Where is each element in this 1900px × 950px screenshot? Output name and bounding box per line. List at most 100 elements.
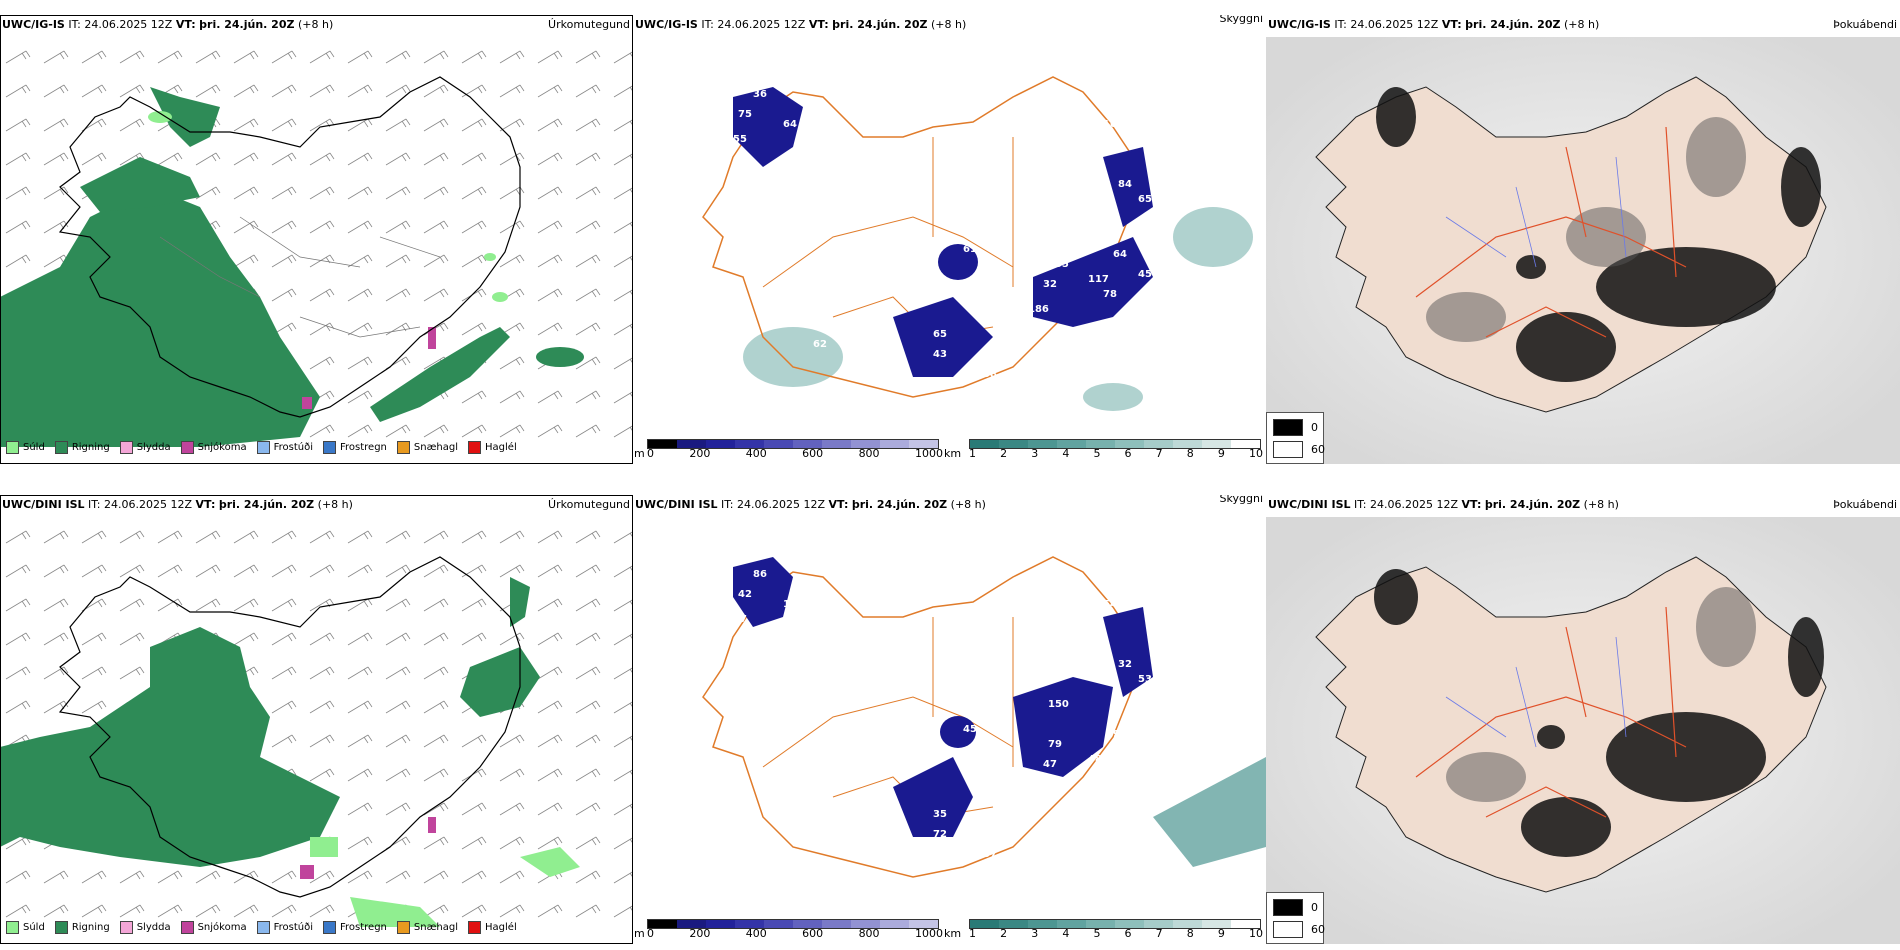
panel-title: Skyggni (1219, 495, 1263, 505)
vt-label: VT: (195, 498, 216, 511)
panel-title: Úrkomutegund (548, 18, 630, 31)
height-scale-tick-label: 600 (802, 927, 824, 940)
height-scale-tick-label: 0 (647, 927, 654, 940)
ceiling-label: 75 (738, 109, 752, 120)
fog-swatch-0 (1273, 899, 1303, 916)
vt-value: þri. 24.jún. 20Z (218, 498, 315, 511)
visibility-scale-color-step (1115, 920, 1144, 928)
panel-title: Þokuábendi (1833, 498, 1897, 511)
panel-header: UWC/IG-IS IT: 24.06.2025 12Z VT: þri. 24… (1266, 15, 1900, 35)
ceiling-label: 102 (1103, 119, 1124, 130)
precip-map (0, 517, 633, 927)
precip-legend: Súld Rigning Slydda Snjókoma Frostúði Frostre… (6, 918, 517, 936)
ceiling-label: 71 (978, 694, 992, 705)
cloud-panel-bottom: UWC/DINI ISL IT: 24.06.2025 12Z VT: þri.… (633, 495, 1266, 944)
ceiling-label: 150 (1048, 699, 1069, 710)
ceiling-label: 78 (1103, 289, 1117, 300)
fog-swatch-60 (1273, 441, 1303, 458)
height-scale-tick-label: 0 (647, 447, 654, 460)
visibility-area (1153, 757, 1266, 867)
fog-legend: 0 60 (1266, 892, 1325, 944)
ceiling-label: 90 (1113, 729, 1127, 740)
ceiling-label: 46 (823, 839, 837, 850)
fog-moderate-area (1446, 587, 1756, 802)
height-scale-tick-label: 800 (858, 927, 880, 940)
height-scale-tick-label: 800 (858, 447, 880, 460)
fog-legend-label: 0 (1311, 421, 1318, 434)
visibility-unit: km (944, 927, 962, 940)
legend-item: Súld (6, 440, 45, 454)
height-scale: m 0 200 400 600 800 1000 (633, 917, 943, 941)
model-name: UWC/IG-IS (1268, 18, 1331, 31)
ceiling-label: 54 (1103, 599, 1117, 610)
height-scale-color-step (648, 440, 677, 448)
ceiling-label: 62 (813, 339, 827, 350)
visibility-scale-tick-label: 10 (1248, 927, 1263, 940)
ceiling-label: 35 (903, 864, 917, 875)
vt-value: þri. 24.jún. 20Z (199, 18, 295, 31)
ceiling-label: 105 (1048, 259, 1069, 270)
visibility-scale-color-step (999, 920, 1028, 928)
fog-legend-label: 60 (1311, 443, 1325, 456)
height-scale-color-step (648, 920, 677, 928)
legend-label: Frostúði (273, 441, 313, 453)
visibility-scale-color-step (1057, 440, 1086, 448)
ceiling-label: 58 (813, 819, 827, 830)
legend-swatch (54, 920, 68, 934)
snow-area (300, 817, 436, 879)
height-scale-color-step (793, 920, 822, 928)
legend-item: Slydda (119, 920, 171, 934)
ceiling-label: 74 (1048, 219, 1062, 230)
vt-value: þri. 24.jún. 20Z (1465, 18, 1561, 31)
ceiling-label: 128 (978, 214, 999, 225)
visibility-scale-tick-label: 4 (1062, 927, 1070, 940)
ceiling-label: 72 (933, 829, 947, 840)
it-value: 24.06.2025 12Z (737, 498, 826, 511)
visibility-scale-tick-label: 8 (1186, 447, 1194, 460)
height-scale-tick-label: 600 (802, 447, 824, 460)
legend-swatch (256, 920, 270, 934)
ceiling-label: 55 (733, 134, 747, 145)
height-scale-color-step (909, 920, 938, 928)
legend-label: Rigning (71, 441, 110, 453)
height-scale-color-step (706, 920, 735, 928)
ceiling-label: 76 (963, 174, 977, 185)
visibility-area (743, 207, 1253, 411)
visibility-scale-color-step (1086, 440, 1115, 448)
drizzle-area (148, 111, 508, 302)
legend-swatch (468, 920, 482, 934)
ceiling-label: 65 (933, 329, 947, 340)
panel-title: Þokuábendi (1833, 18, 1897, 31)
height-scale-color-step (880, 440, 909, 448)
height-unit: m (634, 927, 645, 940)
visibility-scale-tick-label: 7 (1155, 927, 1163, 940)
visibility-scale-color-step (1115, 440, 1144, 448)
legend-item: Snjókoma (180, 440, 247, 454)
vt-label: VT: (1461, 498, 1482, 511)
ceiling-label: 51 (998, 329, 1012, 340)
legend-swatch (54, 440, 68, 454)
visibility-scale-tick-label: 9 (1217, 447, 1225, 460)
height-scale-tick-label: 1000 (914, 447, 943, 460)
vt-value: þri. 24.jún. 20Z (832, 18, 928, 31)
rivers (1445, 636, 1627, 748)
ceiling-label: 61 (963, 244, 977, 255)
ceiling-label: 41 (953, 389, 967, 400)
fog-swatch-0 (1273, 419, 1303, 436)
visibility-scale-tick-label: 2 (1000, 447, 1008, 460)
ceiling-label: 65 (1138, 194, 1152, 205)
legend-label: Rigning (71, 921, 110, 933)
ceiling-label: 36 (753, 89, 767, 100)
fog-map (1266, 37, 1900, 464)
visibility-scale-tick-label: 5 (1093, 927, 1101, 940)
ceiling-label: 57 (983, 849, 997, 860)
model-name: UWC/DINI ISL (635, 498, 718, 511)
ceiling-label: 42 (738, 589, 752, 600)
ceiling-label: 62 (1088, 819, 1102, 830)
legend-swatch (119, 440, 133, 454)
precip-panel-bottom: UWC/DINI ISL IT: 24.06.2025 12Z VT: þri.… (0, 495, 633, 944)
roads (1415, 606, 1687, 818)
visibility-scale-tick-label: 1 (969, 927, 976, 940)
